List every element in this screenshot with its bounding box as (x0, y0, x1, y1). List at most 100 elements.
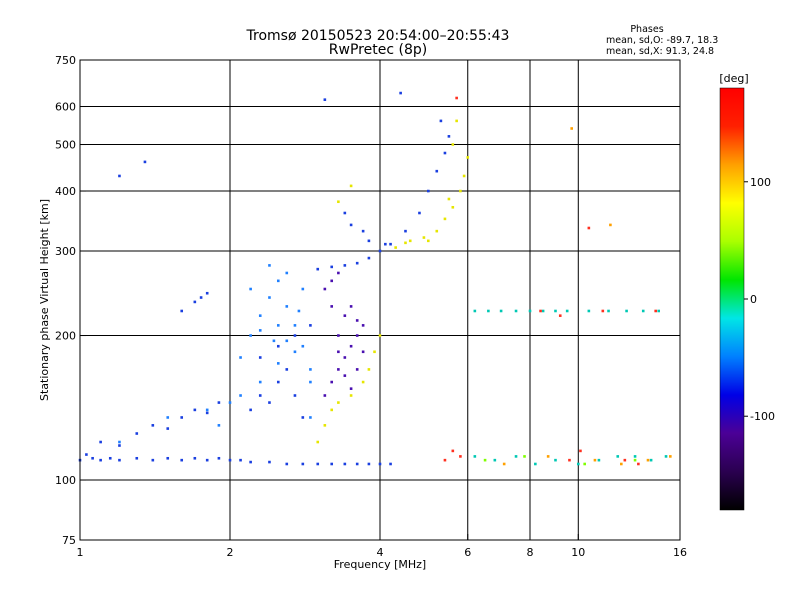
data-point (316, 462, 320, 466)
data-point (422, 236, 426, 239)
data-point (426, 189, 430, 193)
data-point (268, 296, 271, 299)
data-point (309, 324, 312, 327)
data-point (276, 344, 280, 348)
data-point (193, 456, 197, 460)
data-point (193, 300, 197, 304)
data-point (143, 160, 147, 164)
data-point (258, 380, 262, 384)
data-point (455, 119, 458, 123)
data-point (205, 411, 209, 415)
data-point (523, 455, 526, 458)
x-tick-label: 4 (377, 546, 384, 559)
data-point (502, 462, 506, 466)
data-point (166, 456, 170, 460)
data-point (593, 458, 597, 462)
data-point (193, 408, 197, 412)
x-axis-label: Frequency [MHz] (334, 558, 426, 571)
data-point (361, 380, 365, 384)
y-axis-ticks: 75 100 200 300 400 500 600 750 (55, 54, 86, 547)
data-point (151, 424, 155, 427)
data-point (330, 265, 334, 269)
data-point (276, 279, 280, 283)
data-point (301, 344, 305, 348)
data-point (285, 462, 289, 466)
data-point (309, 416, 312, 419)
x-tick-label: 2 (227, 546, 234, 559)
data-point (272, 339, 276, 343)
y-tick-label: 750 (55, 54, 76, 67)
data-point (316, 267, 320, 271)
data-point (276, 362, 280, 365)
colorbar-tick-label: -100 (750, 410, 775, 423)
chart-subtitle: RwPretec (8p) (329, 42, 427, 58)
data-point (633, 458, 637, 462)
data-point (483, 458, 487, 462)
data-point (99, 458, 102, 462)
data-point (558, 314, 562, 317)
x-tick-label: 1 (77, 546, 84, 559)
data-point (607, 309, 610, 313)
data-point (373, 350, 376, 354)
data-point (343, 264, 347, 267)
data-point (135, 456, 139, 460)
data-point (443, 217, 447, 221)
data-point (443, 151, 447, 155)
y-tick-label: 400 (55, 185, 76, 198)
data-point (664, 455, 668, 458)
data-point (514, 455, 518, 458)
data-point (539, 309, 542, 313)
data-point (285, 368, 289, 371)
data-point (633, 455, 637, 458)
data-point (228, 458, 232, 462)
data-point (355, 319, 359, 322)
data-point (316, 440, 320, 444)
data-point (355, 368, 359, 371)
stats-line-x: mean, sd,X: 91.3, 24.8 (606, 46, 714, 57)
data-point (301, 287, 305, 291)
data-point (118, 444, 121, 447)
data-point (361, 229, 365, 233)
data-point (301, 462, 305, 466)
data-point (623, 458, 627, 462)
data-point (293, 324, 297, 327)
data-point (228, 401, 232, 404)
data-point (439, 119, 443, 123)
data-point (625, 309, 628, 313)
data-point (565, 309, 569, 313)
data-point (268, 460, 271, 464)
data-point (285, 339, 289, 343)
data-point (669, 455, 672, 458)
data-point (323, 424, 327, 427)
data-point (637, 462, 640, 466)
data-point (361, 350, 365, 354)
data-point (293, 334, 297, 337)
data-point (361, 324, 365, 327)
data-point (349, 223, 353, 227)
data-point (349, 344, 353, 348)
data-point (330, 408, 334, 412)
data-point (378, 334, 382, 337)
data-point (404, 241, 407, 245)
y-tick-label: 200 (55, 330, 76, 343)
y-tick-label: 300 (55, 245, 76, 258)
data-point (337, 334, 340, 337)
data-point (323, 287, 327, 291)
data-point (166, 427, 170, 430)
data-point (349, 184, 353, 188)
y-tick-label: 100 (55, 474, 76, 487)
colorbar-ticks: 100 0 -100 (744, 176, 775, 423)
data-point (217, 456, 221, 460)
data-point (355, 462, 359, 466)
data-point (285, 271, 289, 275)
data-point (546, 455, 550, 458)
data-point (657, 309, 660, 313)
data-point (337, 401, 340, 404)
data-point (534, 462, 537, 466)
data-point (309, 380, 312, 384)
data-point (249, 408, 252, 412)
data-point (466, 156, 470, 159)
data-point (554, 458, 557, 462)
data-point (404, 229, 407, 233)
data-point (343, 211, 347, 215)
